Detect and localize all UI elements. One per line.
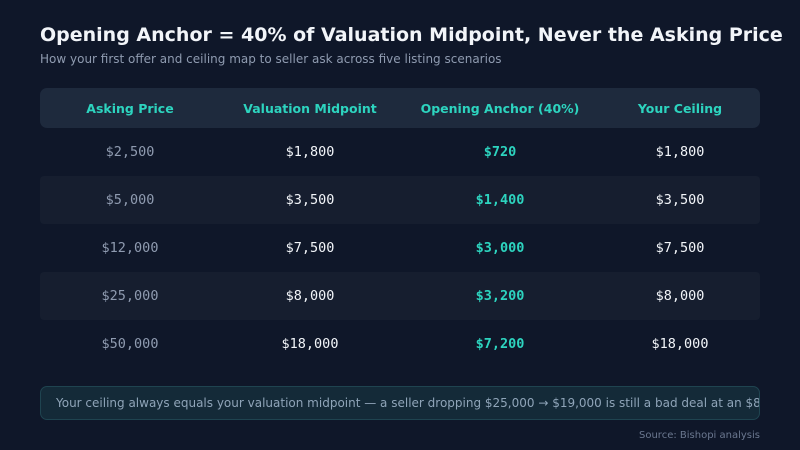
cell-valuation-midpoint: $18,000	[281, 336, 339, 352]
cell-asking-price: $2,500	[105, 144, 155, 160]
cell-asking-price: $50,000	[101, 336, 159, 352]
table-row: $5,000 $3,500 $1,400 $3,500	[40, 176, 760, 224]
table-row: $12,000 $7,500 $3,000 $7,500	[40, 224, 760, 272]
cell-opening-anchor: $7,200	[475, 336, 525, 352]
cell-asking-price: $12,000	[101, 240, 159, 256]
table-header-row: Asking Price Valuation Midpoint Opening …	[40, 88, 760, 128]
cell-opening-anchor: $3,000	[475, 240, 525, 256]
cell-opening-anchor: $3,200	[475, 288, 525, 304]
cell-your-ceiling: $3,500	[655, 192, 705, 208]
pricing-table: Asking Price Valuation Midpoint Opening …	[40, 88, 760, 368]
table-row: $2,500 $1,800 $720 $1,800	[40, 128, 760, 176]
cell-your-ceiling: $1,800	[655, 144, 705, 160]
cell-asking-price: $5,000	[105, 192, 155, 208]
cell-valuation-midpoint: $8,000	[285, 288, 335, 304]
source-note: Source: Bishopi analysis	[639, 430, 760, 441]
column-header-opening-anchor: Opening Anchor (40%)	[420, 100, 580, 116]
table-row: $25,000 $8,000 $3,200 $8,000	[40, 272, 760, 320]
cell-valuation-midpoint: $1,800	[285, 144, 335, 160]
chart-subtitle: How your first offer and ceiling map to …	[40, 52, 502, 66]
column-header-your-ceiling: Your Ceiling	[637, 100, 723, 116]
chart-title: Opening Anchor = 40% of Valuation Midpoi…	[40, 24, 783, 46]
callout-text: Your ceiling always equals your valuatio…	[56, 396, 760, 410]
cell-opening-anchor: $720	[483, 144, 517, 160]
column-header-valuation-midpoint: Valuation Midpoint	[243, 100, 377, 116]
column-header-asking-price: Asking Price	[86, 100, 174, 116]
cell-opening-anchor: $1,400	[475, 192, 525, 208]
cell-valuation-midpoint: $3,500	[285, 192, 335, 208]
cell-your-ceiling: $18,000	[651, 336, 709, 352]
cell-your-ceiling: $7,500	[655, 240, 705, 256]
cell-asking-price: $25,000	[101, 288, 159, 304]
insight-callout: Your ceiling always equals your valuatio…	[40, 386, 760, 420]
table-row: $50,000 $18,000 $7,200 $18,000	[40, 320, 760, 368]
cell-your-ceiling: $8,000	[655, 288, 705, 304]
cell-valuation-midpoint: $7,500	[285, 240, 335, 256]
